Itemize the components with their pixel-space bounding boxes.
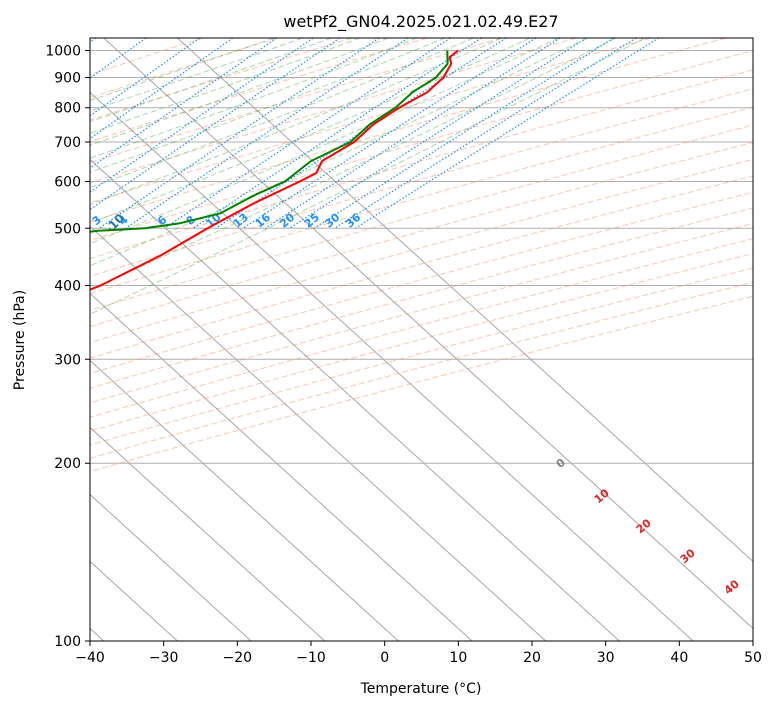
mixing-ratio-line (164, 38, 451, 229)
y-tick-label: 700 (54, 135, 81, 151)
dewpoint-profile (90, 50, 449, 233)
moist-adiabat (90, 38, 275, 101)
y-tick-label: 500 (54, 221, 81, 237)
mixing-ratio-line (90, 38, 314, 193)
dry-adiabat (90, 38, 726, 223)
mixing-ratio-label: 25 (302, 211, 322, 231)
dry-adiabat (90, 223, 753, 404)
mixing-ratio-line (242, 38, 537, 229)
moist-adiabat (90, 38, 418, 159)
x-tick-label: −20 (223, 650, 253, 666)
isotherm-line (90, 493, 252, 641)
moist-adiabat (90, 38, 332, 123)
dry-adiabat (90, 281, 753, 459)
y-tick-label: 300 (54, 352, 81, 368)
height-label: 20 (634, 516, 654, 536)
mixing-ratio-line (289, 38, 587, 229)
mixing-ratio-line (98, 38, 380, 229)
mixing-ratio-line (90, 38, 96, 43)
dry-adiabat (90, 191, 753, 374)
moist-adiabat (90, 38, 474, 189)
y-tick-label: 900 (54, 71, 81, 87)
dry-adiabat (90, 158, 753, 344)
dry-adiabat (90, 238, 753, 418)
mixing-ratio-label: 1 (0, 213, 9, 228)
mixing-ratio-line (90, 38, 341, 211)
moist-adiabat (90, 38, 617, 290)
mixing-ratio-line (125, 38, 409, 229)
mixing-ratio-line (90, 38, 200, 117)
x-tick-label: −10 (296, 650, 326, 666)
moist-adiabat (90, 38, 531, 224)
dry-adiabat (90, 38, 651, 204)
dry-adiabat (90, 88, 753, 277)
isotherm-line (90, 292, 473, 641)
mixing-ratio-line (264, 38, 561, 229)
x-tick-label: 30 (597, 650, 615, 666)
height-label: 40 (722, 577, 742, 597)
moist-adiabat (90, 38, 646, 315)
mixing-ratio-line (334, 38, 637, 229)
mixing-ratio-label: 20 (277, 210, 297, 230)
isotherm-line (90, 225, 547, 641)
moist-adiabat (90, 38, 502, 206)
isotherm-line (90, 158, 620, 641)
plot-area: 0.10.20.40.611.52346810131620253036-100-… (0, 38, 753, 641)
y-tick-label: 200 (54, 456, 81, 472)
y-tick-label: 800 (54, 101, 81, 117)
x-tick-label: 50 (744, 650, 762, 666)
dry-adiabat (90, 38, 278, 99)
dry-adiabat (90, 141, 753, 328)
isotherm-label: -20 (0, 255, 6, 280)
dry-adiabat (90, 175, 753, 359)
isotherm-line (90, 426, 326, 641)
dry-adiabat (90, 49, 753, 241)
y-tick-label: 600 (54, 175, 81, 191)
dry-adiabat (90, 106, 753, 294)
dry-adiabat (90, 295, 753, 473)
x-tick-label: 20 (523, 650, 541, 666)
y-axis-label: Pressure (hPa) (12, 290, 28, 390)
dry-adiabat (90, 38, 502, 164)
isotherm-line (90, 91, 694, 641)
isotherm-line (90, 359, 399, 641)
chart-title: wetPf2_GN04.2025.021.02.49.E27 (283, 12, 558, 32)
moist-adiabat (90, 38, 303, 112)
mixing-ratio-line (355, 38, 660, 229)
axes: −40 −30 −20 −10 0 10 20 30 40 50 100 200 300 400 500 60… (45, 37, 762, 666)
dry-adiabat (90, 38, 203, 76)
y-tick-label: 100 (54, 634, 81, 650)
x-axis-label: Temperature (°C) (360, 681, 482, 697)
mixing-ratio-label: 1.5 (24, 209, 47, 231)
x-tick-label: 0 (380, 650, 389, 666)
temperature-profile (90, 49, 459, 291)
y-tick-label: 1000 (45, 44, 81, 60)
moist-adiabat (90, 38, 588, 267)
x-tick-label: 40 (670, 650, 688, 666)
dry-adiabat (90, 267, 753, 446)
moist-adiabat (90, 38, 361, 134)
isotherm-line (103, 38, 753, 630)
height-label: 10 (592, 486, 612, 506)
x-tick-label: 10 (449, 650, 467, 666)
mixing-ratio-label: 30 (322, 210, 342, 230)
plot-frame (89, 37, 754, 642)
x-tick-label: −30 (149, 650, 179, 666)
mixing-ratio-line (192, 38, 482, 229)
isotherm-line (177, 38, 753, 563)
isotherm-label: -10 (102, 211, 127, 236)
mixing-ratio-label: 36 (343, 210, 363, 230)
y-tick-label: 400 (54, 278, 81, 294)
dry-adiabat (90, 38, 427, 143)
dry-adiabat (90, 207, 753, 389)
dry-adiabat (90, 252, 753, 432)
mixing-ratio-line (215, 38, 507, 229)
moist-adiabat (90, 38, 559, 245)
x-tick-label: −40 (75, 650, 105, 666)
dry-adiabat (90, 69, 753, 260)
dry-adiabat (90, 124, 753, 311)
